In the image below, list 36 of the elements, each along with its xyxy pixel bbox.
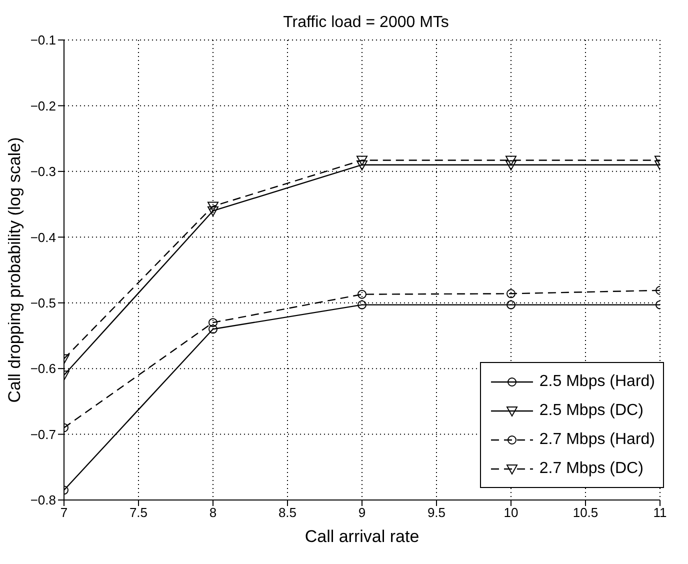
point [208,324,218,334]
y-tick-label: −0.8 [30,492,56,508]
y-tick-label: −0.7 [30,426,56,442]
point [356,160,368,170]
y-tick-label: −0.5 [30,295,56,310]
y-tick-label: −0.4 [30,230,56,245]
point [358,300,366,310]
point [208,202,218,212]
x-tick-label: 7.5 [129,505,148,520]
x-tick-label: 10.5 [572,505,598,520]
y-tick-label: −0.1 [30,32,56,48]
x-axis-title: Call arrival rate [304,527,420,546]
x-tick-label: 9.5 [427,505,446,520]
x-tick-label: 8 [209,505,217,520]
legend-label: 2.7 Mbps (Hard) [539,430,655,448]
legend-label: 2.5 Mbps (DC) [539,402,644,420]
point [208,318,218,328]
point [506,156,516,166]
point [358,290,366,299]
y-tick-label: −0.2 [30,98,56,114]
x-tick-label: 10 [504,505,518,520]
x-tick-label: 8.5 [278,505,297,520]
point [356,156,368,166]
x-tick-label: 7 [60,505,68,520]
x-tick-label: 9 [358,505,366,520]
point [506,160,516,170]
legend-label: 2.7 Mbps (DC) [539,460,644,478]
y-tick-label: −0.3 [30,164,56,180]
y-axis-title: Call dropping probability (log scale) [5,137,24,403]
point [506,289,516,298]
chart-title: Traffic load = 2000 MTs [282,14,450,32]
y-tick-label: −0.6 [30,361,56,376]
point [208,206,218,216]
point [506,300,516,310]
legend-label: 2.5 Mbps (Hard) [539,372,655,390]
x-tick-label: 11 [653,505,667,520]
